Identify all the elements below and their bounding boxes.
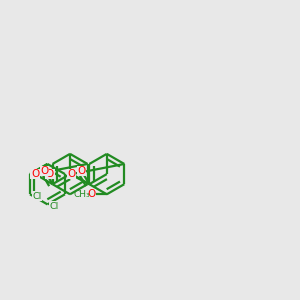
Text: Cl: Cl xyxy=(50,202,59,211)
Text: O: O xyxy=(41,166,49,176)
Text: CH₃: CH₃ xyxy=(74,190,91,199)
Text: O: O xyxy=(31,169,39,179)
Text: O: O xyxy=(68,169,76,179)
Text: O: O xyxy=(46,169,54,179)
Text: Cl: Cl xyxy=(32,192,41,201)
Text: O: O xyxy=(78,166,86,176)
Text: O: O xyxy=(87,189,95,199)
